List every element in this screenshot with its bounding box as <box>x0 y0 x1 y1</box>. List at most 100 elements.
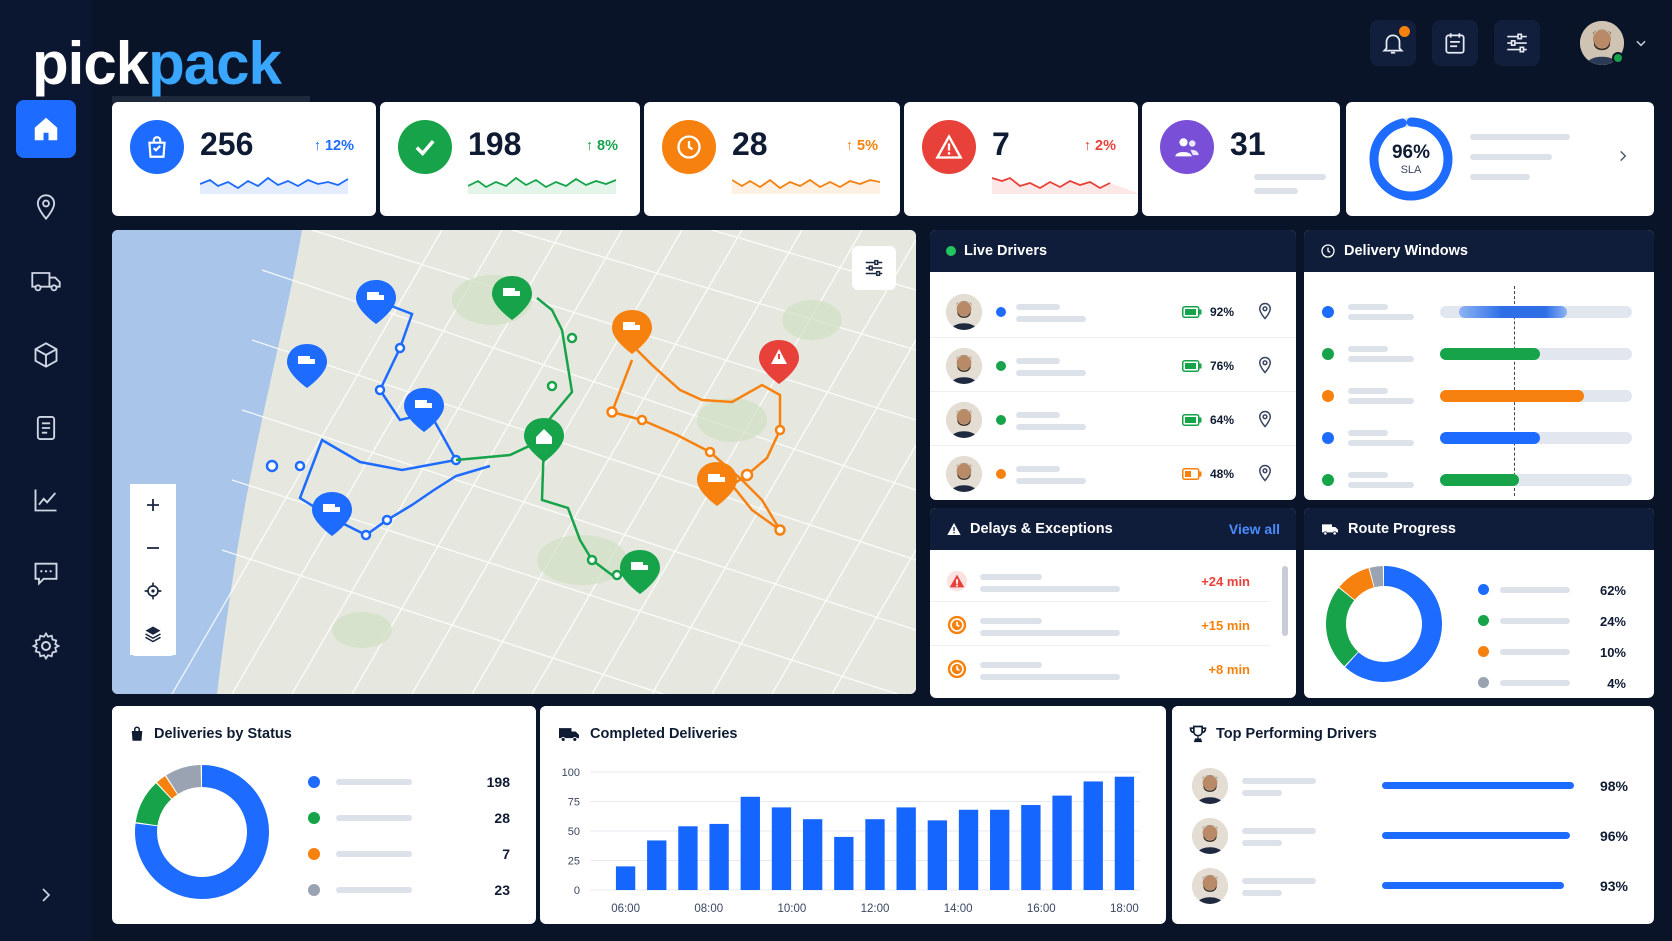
map-marker-alert[interactable] <box>759 340 799 384</box>
map-marker-truck-blue[interactable] <box>404 388 444 432</box>
kpi-card[interactable]: 7 ↑ 2% <box>904 102 1138 216</box>
map-marker-truck-green[interactable] <box>620 550 660 594</box>
delivery-window-row[interactable] <box>1304 384 1654 408</box>
placeholder-line <box>1016 466 1060 472</box>
delivery-window-row[interactable] <box>1304 300 1654 324</box>
home-icon <box>34 117 58 141</box>
driver-row[interactable]: 76% <box>930 342 1296 392</box>
delivery-window-row[interactable] <box>1304 426 1654 450</box>
map-marker-truck-blue[interactable] <box>312 492 352 536</box>
zoom-in-button[interactable] <box>130 484 176 526</box>
sla-label: SLA <box>1400 164 1422 176</box>
donut-slice <box>1326 587 1359 667</box>
kpi-sparkline <box>732 178 881 194</box>
battery-level: 92% <box>1210 305 1235 319</box>
delivery-windows-panel: Delivery Windows <box>1304 230 1654 500</box>
placeholder-line <box>1470 154 1552 160</box>
kpi-card[interactable]: 198 ↑ 8% <box>380 102 640 216</box>
sidebar-item-analytics[interactable] <box>16 471 76 529</box>
placeholder-line <box>1016 478 1086 484</box>
delay-value: +24 min <box>1201 574 1250 589</box>
map-marker-depot[interactable] <box>524 418 564 462</box>
legend-dot <box>308 884 320 896</box>
sidebar-item-locations[interactable] <box>16 178 76 236</box>
placeholder-line <box>1470 134 1570 140</box>
live-drivers-panel: Live Drivers 92% 76% 64% 48% <box>930 230 1296 500</box>
battery-level: 76% <box>1210 359 1235 373</box>
delivery-window-row[interactable] <box>1304 342 1654 366</box>
kpi-card[interactable]: 28 ↑ 5% <box>644 102 900 216</box>
brand-logo[interactable]: pickpack <box>20 16 310 112</box>
x-tick-label: 16:00 <box>1027 903 1056 915</box>
completed-deliveries-panel: Completed Deliveries 0 25 50 75 100 06:00 08:0… <box>540 706 1166 924</box>
kpi-card[interactable]: 31 <box>1142 102 1340 216</box>
minus-icon <box>147 547 159 549</box>
scrollbar[interactable] <box>1282 566 1288 636</box>
avatar <box>946 402 982 438</box>
kpi-card[interactable]: 256 ↑ 12% <box>112 102 376 216</box>
sidebar-item-settings[interactable] <box>16 617 76 675</box>
map-marker-truck-blue[interactable] <box>287 344 327 388</box>
placeholder-line <box>980 618 1042 624</box>
top-driver-row[interactable]: 93% <box>1172 864 1654 908</box>
delay-row[interactable]: +24 min <box>930 560 1270 602</box>
live-map[interactable] <box>112 230 916 694</box>
placeholder-line <box>1348 430 1388 436</box>
sidebar-item-home[interactable] <box>16 100 76 158</box>
location-pin-icon[interactable] <box>1256 409 1274 434</box>
sidebar-item-packages[interactable] <box>16 326 76 384</box>
location-pin-icon[interactable] <box>1256 355 1274 380</box>
trophy-icon <box>1189 725 1207 743</box>
map-filter-button[interactable] <box>852 246 896 290</box>
user-menu-chevron[interactable] <box>1634 36 1648 55</box>
sidebar-item-fleet[interactable] <box>16 252 76 310</box>
settings-icon <box>31 631 61 661</box>
legend-value: 7 <box>502 846 510 862</box>
deliveries-status-donut <box>135 765 269 899</box>
zoom-out-button[interactable] <box>130 527 176 569</box>
delay-row[interactable]: +8 min <box>930 648 1270 690</box>
delivery-window-row[interactable] <box>1304 468 1654 492</box>
location-pin-icon <box>36 194 56 221</box>
warning-icon <box>922 120 976 174</box>
placeholder-line <box>1016 304 1060 310</box>
kpi-delta: ↑ 5% <box>845 138 878 154</box>
deliveries-by-status-title: Deliveries by Status <box>154 726 292 742</box>
map-marker-truck-green[interactable] <box>492 276 532 320</box>
driver-row[interactable]: 64% <box>930 396 1296 446</box>
top-driver-row[interactable]: 96% <box>1172 814 1654 858</box>
sidebar-item-messages[interactable] <box>16 544 76 602</box>
battery-icon <box>1182 413 1202 431</box>
sla-card[interactable]: 96% SLA <box>1346 102 1654 216</box>
map-marker-truck-blue[interactable] <box>356 280 396 324</box>
driver-row[interactable]: 92% <box>930 288 1296 338</box>
sliders-icon <box>865 259 883 277</box>
user-menu[interactable] <box>1578 20 1628 66</box>
legend-row: 7 <box>112 845 536 863</box>
live-indicator <box>946 246 956 256</box>
y-tick-label: 75 <box>568 797 580 809</box>
map-marker-truck-orange[interactable] <box>697 462 737 506</box>
clock-icon <box>946 658 968 685</box>
notifications-button[interactable] <box>1370 20 1416 66</box>
sla-value: 96% <box>1391 142 1431 163</box>
sidebar-item-reports[interactable] <box>16 399 76 457</box>
location-pin-icon[interactable] <box>1256 301 1274 326</box>
locate-button[interactable] <box>130 570 176 612</box>
legend-dot <box>1322 432 1334 444</box>
filters-button[interactable] <box>1494 20 1540 66</box>
location-pin-icon[interactable] <box>1256 463 1274 488</box>
map-marker-truck-orange[interactable] <box>612 310 652 354</box>
delay-row[interactable]: +15 min <box>930 604 1270 646</box>
top-driver-row[interactable]: 98% <box>1172 764 1654 808</box>
view-all-link[interactable]: View all <box>1228 521 1280 537</box>
placeholder-line <box>1348 356 1414 362</box>
placeholder-line <box>1242 828 1316 834</box>
delivery-windows-header: Delivery Windows <box>1304 230 1654 272</box>
chevron-right-icon <box>1620 150 1627 162</box>
calendar-button[interactable] <box>1432 20 1478 66</box>
layers-button[interactable] <box>130 613 176 655</box>
truck-icon <box>559 728 579 742</box>
driver-row[interactable]: 48% <box>930 450 1296 500</box>
sidebar-expand-button[interactable] <box>16 866 76 924</box>
